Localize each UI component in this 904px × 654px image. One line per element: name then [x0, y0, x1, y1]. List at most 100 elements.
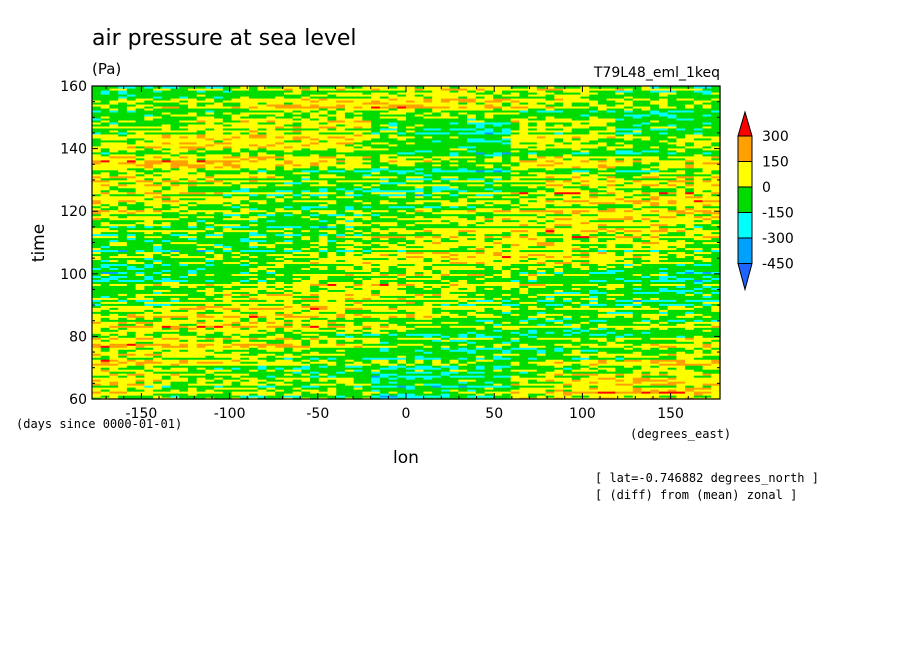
heatmap-cell	[344, 335, 355, 338]
heatmap-cell	[676, 321, 686, 324]
heatmap-cell	[440, 355, 451, 358]
heatmap-cell	[475, 333, 486, 336]
heatmap-cell	[135, 327, 145, 330]
heatmap-cell	[344, 367, 355, 370]
heatmap-cell	[545, 331, 555, 334]
heatmap-cell	[92, 393, 102, 396]
heatmap-cell	[554, 335, 564, 338]
heatmap-cell	[353, 357, 363, 360]
heatmap-cell	[310, 315, 320, 318]
heatmap-cell	[467, 317, 477, 320]
heatmap-cell	[266, 375, 276, 378]
heatmap-cell	[397, 389, 407, 392]
heatmap-cell	[554, 315, 564, 318]
heatmap-cell	[275, 371, 285, 374]
heatmap-cell	[641, 355, 651, 358]
heatmap-cell	[196, 355, 206, 358]
heatmap-cell	[440, 331, 451, 334]
heatmap-cell	[658, 391, 669, 394]
heatmap-cell	[467, 361, 477, 364]
heatmap-cell	[397, 387, 407, 390]
heatmap-cell	[327, 365, 337, 368]
heatmap-cell	[397, 357, 407, 360]
heatmap-cell	[353, 369, 363, 372]
heatmap-cell	[205, 329, 215, 332]
heatmap-cell	[423, 343, 433, 346]
heatmap-cell	[475, 319, 486, 322]
heatmap-cell	[650, 333, 660, 336]
heatmap-cell	[423, 379, 433, 382]
heatmap-cell	[432, 389, 442, 392]
heatmap-cell	[519, 357, 529, 360]
heatmap-cell	[240, 381, 250, 384]
heatmap-cell	[554, 369, 564, 372]
heatmap-cell	[275, 311, 285, 314]
heatmap-cell	[336, 385, 346, 388]
heatmap-cell	[118, 311, 128, 314]
heatmap-cell	[440, 353, 451, 356]
heatmap-cell	[519, 397, 529, 400]
heatmap-cell	[196, 323, 206, 326]
heatmap-cell	[388, 315, 398, 318]
heatmap-cell	[257, 357, 268, 360]
heatmap-cell	[693, 379, 704, 382]
heatmap-cell	[301, 325, 311, 328]
heatmap-cell	[615, 347, 625, 350]
heatmap-cell	[693, 313, 704, 316]
heatmap-cell	[563, 341, 573, 344]
heatmap-cell	[667, 365, 677, 368]
heatmap-cell	[693, 391, 704, 394]
heatmap-cell	[388, 385, 398, 388]
heatmap-cell	[353, 313, 363, 316]
heatmap-cell	[161, 315, 172, 318]
heatmap-cell	[318, 383, 329, 386]
heatmap-cell	[432, 309, 442, 312]
heatmap-cell	[135, 317, 145, 320]
heatmap-cell	[606, 381, 616, 384]
heatmap-cell	[240, 339, 250, 342]
heatmap-cell	[301, 359, 311, 362]
heatmap-cell	[589, 383, 599, 386]
heatmap-cell	[92, 375, 102, 378]
heatmap-cell	[554, 321, 564, 324]
heatmap-cell	[118, 367, 128, 370]
heatmap-cell	[493, 375, 503, 378]
heatmap-cell	[318, 327, 329, 330]
heatmap-cell	[702, 379, 712, 382]
heatmap-cell	[301, 351, 311, 354]
heatmap-cell	[658, 331, 669, 334]
heatmap-cell	[362, 395, 372, 398]
heatmap-cell	[144, 353, 154, 356]
heatmap-cell	[214, 379, 224, 382]
heatmap-cell	[624, 335, 634, 338]
heatmap-cell	[580, 363, 590, 366]
heatmap-cell	[632, 391, 643, 394]
heatmap-cell	[336, 383, 346, 386]
heatmap-cell	[135, 363, 145, 366]
heatmap-cell	[641, 323, 651, 326]
heatmap-cell	[501, 371, 512, 374]
heatmap-cell	[615, 353, 625, 356]
heatmap-cell	[449, 321, 459, 324]
heatmap-cell	[458, 363, 468, 366]
heatmap-cell	[275, 395, 285, 398]
heatmap-cell	[615, 365, 625, 368]
heatmap-cell	[597, 349, 608, 352]
heatmap-cell	[388, 347, 398, 350]
heatmap-cell	[545, 391, 555, 394]
heatmap-cell	[222, 351, 233, 354]
heatmap-cell	[545, 377, 555, 380]
heatmap-cell	[301, 331, 311, 334]
heatmap-cell	[545, 319, 555, 322]
heatmap-cell	[510, 309, 520, 312]
heatmap-cell	[632, 371, 643, 374]
heatmap-cell	[362, 359, 372, 362]
heatmap-cell	[187, 321, 198, 324]
heatmap-cell	[100, 319, 111, 322]
heatmap-cell	[344, 379, 355, 382]
heatmap-cell	[606, 331, 616, 334]
heatmap-cell	[118, 339, 128, 342]
heatmap-cell	[231, 387, 241, 390]
heatmap-cell	[510, 381, 520, 384]
heatmap-cell	[423, 383, 433, 386]
